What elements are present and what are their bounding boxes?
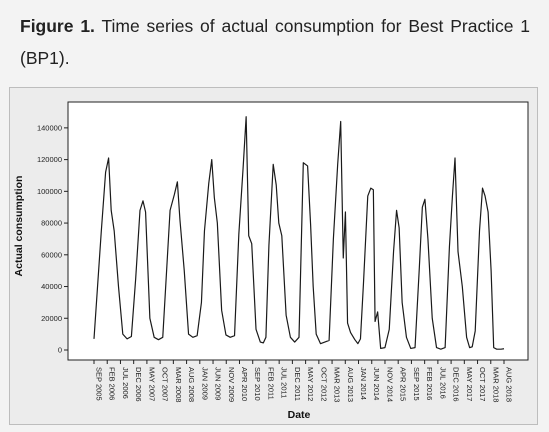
y-tick-label: 60000 [41, 250, 62, 259]
x-tick-label: MAR 2008 [174, 367, 183, 402]
y-axis: 0 20000 40000 60000 80000 100000 120000 140000 [37, 123, 68, 355]
x-tick-label: DEC 2016 [452, 367, 461, 402]
x-tick-label: MAY 2017 [465, 367, 474, 401]
x-tick-label: FEB 2016 [425, 367, 434, 400]
x-tick-label: MAR 2013 [333, 367, 342, 402]
y-tick-label: 140000 [37, 123, 62, 132]
figure-caption-text: Time series of actual consumption for Be… [20, 16, 530, 68]
x-tick-label: SEP 2010 [253, 367, 262, 401]
x-tick-label: MAR 2018 [491, 367, 500, 402]
x-tick-label: JAN 2009 [200, 367, 209, 400]
y-tick-label: 20000 [41, 314, 62, 323]
y-tick-label: 100000 [37, 187, 62, 196]
y-tick-label: 0 [58, 346, 62, 355]
y-tick-label: 40000 [41, 282, 62, 291]
x-tick-label: JUN 2014 [372, 367, 381, 400]
x-axis-title: Date [288, 409, 311, 421]
x-tick-label: JUL 2011 [280, 367, 289, 398]
plot-area [67, 101, 529, 361]
x-tick-label: FEB 2006 [108, 367, 117, 400]
x-tick-label: NOV 2014 [385, 367, 394, 402]
series-line-actual-consumption [93, 116, 505, 350]
x-tick-label: JAN 2014 [359, 367, 368, 400]
y-axis-title: Actual consumption [13, 176, 25, 277]
x-tick-label: SEP 2005 [95, 367, 104, 401]
x-tick-label: JUL 2006 [121, 367, 130, 399]
x-tick-label: DEC 2006 [134, 367, 143, 402]
x-axis: SEP 2005 FEB 2006 JUL 2006 DEC 2006 MAY 2007… [93, 360, 514, 402]
x-tick-label: AUG 2013 [346, 367, 355, 402]
x-tick-label: OCT 2007 [161, 367, 170, 401]
figure-label: Figure 1. [20, 16, 95, 36]
x-tick-label: SEP 2015 [412, 367, 421, 401]
x-tick-label: FEB 2011 [266, 367, 275, 400]
x-tick-label: OCT 2012 [319, 367, 328, 401]
y-tick-label: 120000 [37, 155, 62, 164]
y-tick-label: 80000 [41, 219, 62, 228]
x-tick-label: DEC 2011 [293, 367, 302, 401]
figure-caption: Figure 1. Time series of actual consumpt… [20, 10, 530, 74]
x-tick-label: JUN 2009 [214, 367, 223, 400]
series-group [93, 116, 505, 350]
x-tick-label: APR 2010 [240, 367, 249, 401]
x-tick-label: APR 2015 [399, 367, 408, 401]
x-tick-label: JUL 2016 [438, 367, 447, 399]
x-tick-label: MAY 2012 [306, 367, 315, 401]
x-tick-label: AUG 2008 [187, 367, 196, 402]
x-tick-label: OCT 2017 [478, 367, 487, 401]
x-tick-label: NOV 2009 [227, 367, 236, 402]
x-tick-label: AUG 2018 [505, 367, 514, 402]
x-tick-label: MAY 2007 [147, 367, 156, 401]
